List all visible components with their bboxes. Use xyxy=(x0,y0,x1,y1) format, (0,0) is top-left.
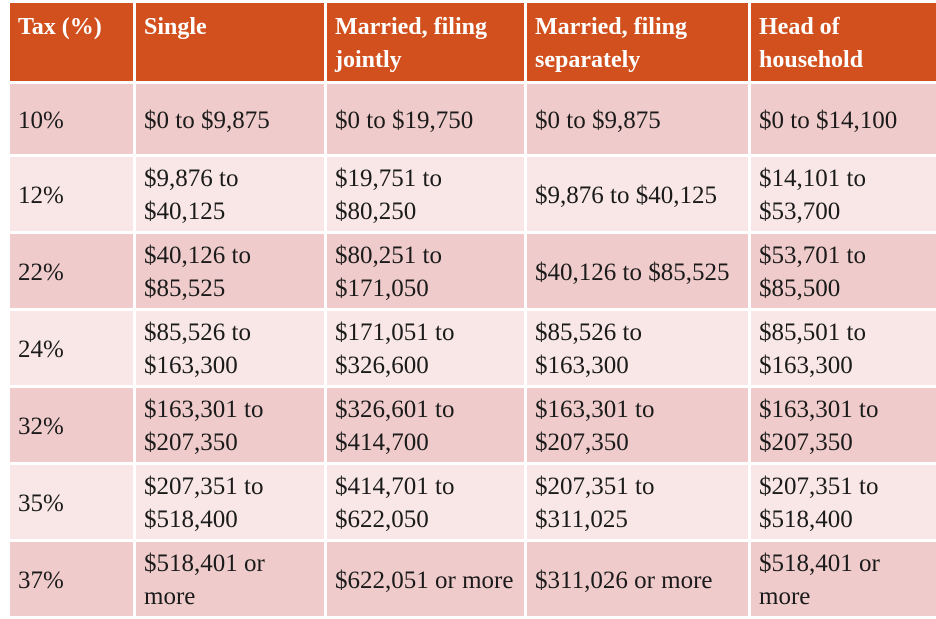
married-jointly-cell: $171,051 to $326,600 xyxy=(327,311,524,385)
head-of-household-cell: $85,501 to $163,300 xyxy=(751,311,936,385)
married-separately-cell: $9,876 to $40,125 xyxy=(527,157,748,231)
head-of-household-cell: $0 to $14,100 xyxy=(751,84,936,154)
single-cell: $163,301 to $207,350 xyxy=(136,388,324,462)
married-jointly-cell: $414,701 to $622,050 xyxy=(327,465,524,539)
married-separately-cell: $207,351 to $311,025 xyxy=(527,465,748,539)
married-separately-cell: $40,126 to $85,525 xyxy=(527,234,748,308)
table-row: 37% $518,401 or more $622,051 or more $3… xyxy=(10,542,936,616)
head-of-household-cell: $207,351 to $518,400 xyxy=(751,465,936,539)
single-cell: $0 to $9,875 xyxy=(136,84,324,154)
rate-cell: 32% xyxy=(10,388,133,462)
rate-cell: 24% xyxy=(10,311,133,385)
rate-cell: 12% xyxy=(10,157,133,231)
married-jointly-cell: $326,601 to $414,700 xyxy=(327,388,524,462)
single-cell: $207,351 to $518,400 xyxy=(136,465,324,539)
header-married-jointly: Married, filing jointly xyxy=(327,3,524,81)
table-row: 35% $207,351 to $518,400 $414,701 to $62… xyxy=(10,465,936,539)
married-jointly-cell: $0 to $19,750 xyxy=(327,84,524,154)
head-of-household-cell: $518,401 or more xyxy=(751,542,936,616)
single-cell: $9,876 to $40,125 xyxy=(136,157,324,231)
table-row: 10% $0 to $9,875 $0 to $19,750 $0 to $9,… xyxy=(10,84,936,154)
table-row: 24% $85,526 to $163,300 $171,051 to $326… xyxy=(10,311,936,385)
table-row: 22% $40,126 to $85,525 $80,251 to $171,0… xyxy=(10,234,936,308)
single-cell: $85,526 to $163,300 xyxy=(136,311,324,385)
married-separately-cell: $163,301 to $207,350 xyxy=(527,388,748,462)
header-row: Tax (%) Single Married, filing jointly M… xyxy=(10,3,936,81)
rate-cell: 37% xyxy=(10,542,133,616)
single-cell: $40,126 to $85,525 xyxy=(136,234,324,308)
rate-cell: 22% xyxy=(10,234,133,308)
married-jointly-cell: $622,051 or more xyxy=(327,542,524,616)
rate-cell: 35% xyxy=(10,465,133,539)
married-jointly-cell: $19,751 to $80,250 xyxy=(327,157,524,231)
header-married-separately: Married, filing separately xyxy=(527,3,748,81)
married-jointly-cell: $80,251 to $171,050 xyxy=(327,234,524,308)
tax-bracket-table: Tax (%) Single Married, filing jointly M… xyxy=(7,0,936,619)
head-of-household-cell: $163,301 to $207,350 xyxy=(751,388,936,462)
head-of-household-cell: $14,101 to $53,700 xyxy=(751,157,936,231)
table-row: 12% $9,876 to $40,125 $19,751 to $80,250… xyxy=(10,157,936,231)
table-row: 32% $163,301 to $207,350 $326,601 to $41… xyxy=(10,388,936,462)
married-separately-cell: $0 to $9,875 xyxy=(527,84,748,154)
header-tax-rate: Tax (%) xyxy=(10,3,133,81)
married-separately-cell: $85,526 to $163,300 xyxy=(527,311,748,385)
married-separately-cell: $311,026 or more xyxy=(527,542,748,616)
head-of-household-cell: $53,701 to $85,500 xyxy=(751,234,936,308)
rate-cell: 10% xyxy=(10,84,133,154)
header-single: Single xyxy=(136,3,324,81)
single-cell: $518,401 or more xyxy=(136,542,324,616)
header-head-of-household: Head of household xyxy=(751,3,936,81)
